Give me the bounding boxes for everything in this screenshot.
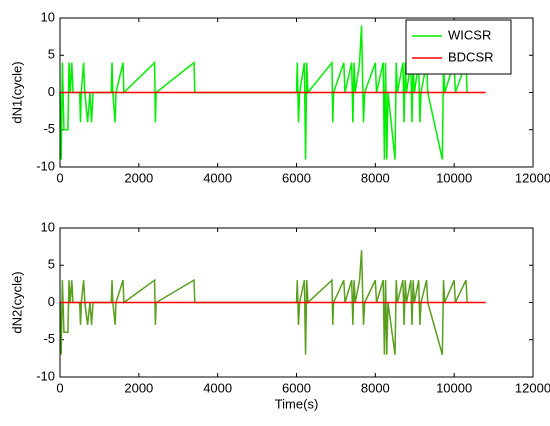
legend-label: BDCSR — [448, 49, 494, 64]
axes-box — [59, 17, 534, 168]
x-tick-label: 0 — [56, 380, 63, 395]
x-tick-label: 12000 — [515, 380, 550, 395]
legend-label: WICSR — [448, 27, 491, 42]
axes-box — [59, 227, 534, 378]
y-axis-label: dN1(cycle) — [9, 61, 24, 123]
y-tick-label: -10 — [36, 158, 55, 173]
x-tick-label: 8000 — [361, 170, 390, 185]
x-tick-label: 12000 — [515, 170, 550, 185]
y-tick-label: 10 — [41, 9, 55, 24]
y-tick-label: 10 — [41, 219, 55, 234]
y-tick-label: -5 — [43, 331, 55, 346]
x-tick-label: 4000 — [203, 380, 232, 395]
y-tick-label: 0 — [48, 84, 55, 99]
y-tick-label: 0 — [48, 294, 55, 309]
y-tick-label: 5 — [48, 47, 55, 62]
x-tick-label: 2000 — [124, 380, 153, 395]
x-tick-label: 2000 — [124, 170, 153, 185]
legend-box — [405, 19, 512, 75]
x-tick-label: 8000 — [361, 380, 390, 395]
y-tick-label: 5 — [48, 257, 55, 272]
y-tick-label: -5 — [43, 121, 55, 136]
y-axis-label: dN2(cycle) — [9, 271, 24, 333]
y-tick-label: -10 — [36, 368, 55, 383]
x-axis-label: Time(s) — [275, 396, 319, 411]
x-tick-label: 4000 — [203, 170, 232, 185]
x-tick-label: 6000 — [282, 170, 311, 185]
x-tick-label: 0 — [56, 170, 63, 185]
x-tick-label: 10000 — [436, 170, 472, 185]
x-tick-label: 6000 — [282, 380, 311, 395]
x-tick-label: 10000 — [436, 380, 472, 395]
